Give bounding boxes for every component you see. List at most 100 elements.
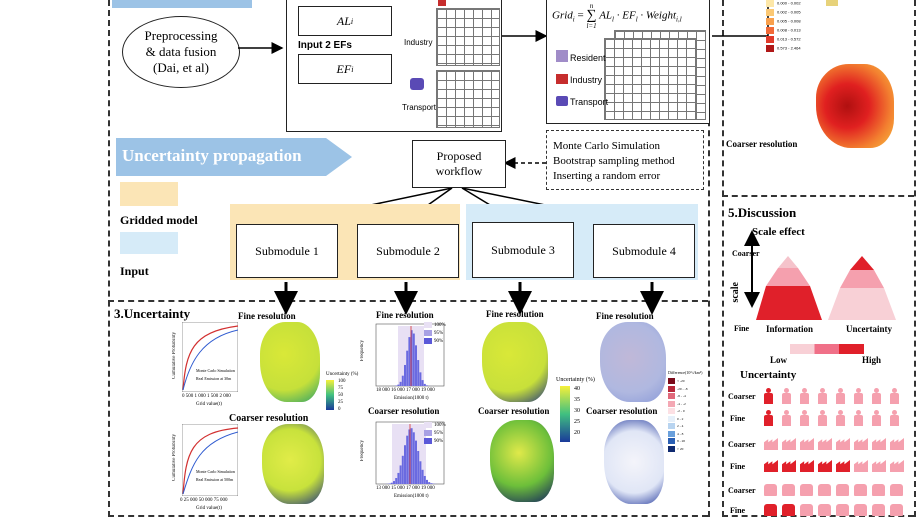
emission-legend-swatch <box>766 45 774 52</box>
hist-legend-text: 100% <box>434 423 446 429</box>
al-sub: i <box>350 16 354 26</box>
hist-legend-item: 90% <box>424 438 446 446</box>
ef-box: EF i <box>298 54 392 84</box>
uncertainty-row-label: Fine <box>730 506 746 515</box>
person-icon <box>890 410 899 426</box>
difference-legend-item: -20 - -8 <box>668 385 688 394</box>
uncertainty-pyramid-label: Uncertainty <box>846 324 892 334</box>
histogram-bar <box>404 364 406 386</box>
uncertainty-pct-label-1: Uncertainty (%) <box>326 372 359 377</box>
person-icon <box>890 388 899 404</box>
difference-map-fine <box>600 322 666 402</box>
al-box: AL i <box>298 6 392 36</box>
submodule-4-box: Submodule 4 <box>593 224 695 278</box>
submodule-3-box: Submodule 3 <box>472 222 574 278</box>
formula-weight: · Weight <box>640 9 677 22</box>
fine-resolution-label-2: Fine resolution <box>376 310 434 320</box>
histogram-bar <box>397 384 400 386</box>
histogram-bar <box>408 337 411 386</box>
histogram-bar <box>417 451 420 484</box>
colorbar-tick: 50 <box>338 393 343 398</box>
emission-legend-row: 0.013 - 0.572 <box>766 36 801 43</box>
histogram-bar <box>426 479 428 484</box>
coarser-resolution-label: Coarser resolution <box>726 139 798 149</box>
difference-legend-item: -8 - -4 <box>668 393 688 401</box>
preprocessing-label: Preprocessing & data fusion (Dai, et al) <box>144 28 218 75</box>
industry2-label: Industry <box>570 75 603 85</box>
histogram-bar <box>415 440 417 484</box>
industry-label: Industry <box>404 38 433 47</box>
discussion-divider <box>722 195 914 197</box>
person-icon <box>800 388 809 404</box>
histogram-bar <box>397 472 400 484</box>
low-high-scale-bar <box>790 344 864 354</box>
hist-legend-text: 100% <box>434 323 446 329</box>
uncertainty-icon-grid: Coarser Fine Coarser Fine Coarser Fine <box>728 388 914 516</box>
bus-icon <box>854 504 867 516</box>
bus-icon <box>872 504 885 516</box>
person-icon <box>782 388 791 404</box>
scale-pyramids <box>756 256 896 320</box>
uncertainty-map-coarse-3 <box>490 420 554 502</box>
submodule-2-box: Submodule 2 <box>357 224 459 278</box>
person-icon <box>872 388 881 404</box>
histogram-bar <box>415 345 417 386</box>
mc-sim-legend-2: Monte Carlo Simulation <box>196 469 235 474</box>
hist-legend-item: 100% <box>424 322 446 330</box>
bus-icon <box>800 484 813 496</box>
banner-arrow-shape <box>116 138 352 176</box>
person-icon <box>836 388 845 404</box>
submodule-4-label: Submodule 4 <box>612 243 676 258</box>
formula-weight-sub: i,l <box>676 15 682 24</box>
resident-label: Resident <box>570 53 606 63</box>
colorbar-ticks-1: 100 75 50 25 0 <box>338 378 346 413</box>
difference-legend-item: 4 - 8 <box>668 430 688 439</box>
submodule-3-label: Submodule 3 <box>491 242 555 257</box>
difference-legend-item: 8 - 20 <box>668 438 688 446</box>
formula-sum-top: n <box>589 2 594 10</box>
proposed-workflow-label: Proposed workflow <box>435 149 483 178</box>
colorbar-tick: 25 <box>574 419 580 425</box>
hist-ticks-fine: 18 000 16 000 17 000 19 000 <box>376 388 435 393</box>
factory-icon <box>890 438 904 450</box>
person-icon <box>764 388 773 404</box>
difference-legend-item: > 20 <box>668 445 688 454</box>
difference-legend-text: > 20 <box>677 446 684 451</box>
histogram-bar <box>399 465 402 484</box>
hist-legend-text: 95% <box>434 431 444 437</box>
difference-label: Difference(10³ t/km²) <box>668 370 703 375</box>
histogram-bar <box>419 461 422 484</box>
hist-legend-swatch <box>424 422 432 428</box>
bus-icon <box>782 484 795 496</box>
histogram-bar <box>401 455 404 484</box>
bus-icon <box>410 78 424 90</box>
formula-eq: = <box>577 9 584 22</box>
north-arrow-icon <box>826 0 838 6</box>
frequency-label-2: Frequency <box>360 440 365 462</box>
emission-legend-row: 0.002 - 0.005 <box>766 9 801 16</box>
hist-legend-swatch <box>424 430 432 437</box>
coarser-resolution-label-1: Coarser resolution <box>229 413 309 424</box>
resident-icon <box>556 50 568 62</box>
formula-grid: Grid <box>552 9 573 22</box>
colorbar-tick: 0 <box>338 407 341 412</box>
person-icon <box>800 410 809 426</box>
submodule-1-label: Submodule 1 <box>255 243 319 258</box>
input-label: Input <box>120 264 149 278</box>
colorbar-tick: 40 <box>574 386 580 392</box>
histogram-bar <box>408 429 411 484</box>
difference-map-coarse <box>604 420 664 504</box>
information-label: Information <box>766 324 813 334</box>
hist-legend-item: 90% <box>424 338 446 346</box>
submodule-2-label: Submodule 2 <box>376 243 440 258</box>
difference-legend-item: 2 - 4 <box>668 423 688 431</box>
formula-sum-bottom: l=1 <box>586 22 597 30</box>
bus-icon <box>890 484 903 496</box>
submodule-1-box: Submodule 1 <box>236 224 338 278</box>
factory-icon <box>800 460 814 472</box>
emission-legend-row: 0.005 - 0.008 <box>766 18 801 25</box>
histogram-bar <box>417 360 420 386</box>
factory-icon <box>764 460 778 472</box>
section-divider-middle <box>708 0 710 517</box>
scale-axis-label: scale <box>730 282 741 303</box>
